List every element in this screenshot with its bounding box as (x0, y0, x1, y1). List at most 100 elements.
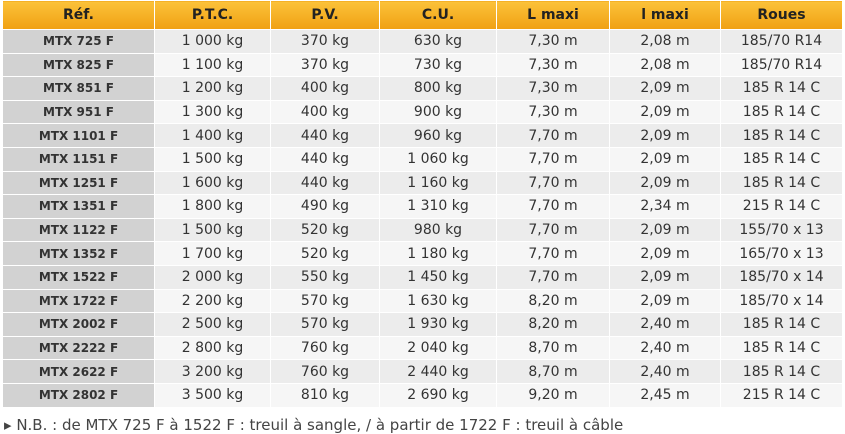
table-cell: 8,20 m (496, 288, 610, 314)
footnote-text: N.B. : de MTX 725 F à 1522 F : treuil à … (16, 416, 624, 434)
table-cell: 1 000 kg (154, 29, 271, 54)
table-cell: 7,30 m (496, 99, 610, 125)
ref-cell: MTX 1522 F (2, 264, 155, 290)
table-cell: 7,30 m (496, 29, 610, 54)
table-cell: 7,30 m (496, 76, 610, 101)
ref-cell: MTX 851 F (2, 76, 155, 101)
table-cell: 1 630 kg (379, 288, 497, 314)
table-cell: 1 300 kg (154, 99, 271, 125)
table-cell: 570 kg (270, 288, 380, 314)
table-cell: 760 kg (270, 359, 380, 384)
table-cell: 370 kg (270, 52, 380, 78)
header-cell: P.V. (270, 0, 380, 30)
table-cell: 185/70 R14 (720, 52, 843, 78)
table-cell: 800 kg (379, 76, 497, 101)
table-cell: 2,08 m (609, 52, 721, 78)
table-cell: 215 R 14 C (720, 382, 843, 408)
table-cell: 1 200 kg (154, 76, 271, 101)
table-cell: 1 160 kg (379, 170, 497, 196)
table-cell: 2,09 m (609, 217, 721, 243)
table-cell: 1 700 kg (154, 241, 271, 266)
table-cell: 185/70 x 14 (720, 288, 843, 314)
table-cell: 630 kg (379, 29, 497, 54)
table-cell: 2,09 m (609, 288, 721, 314)
header-cell: P.T.C. (154, 0, 271, 30)
table-cell: 370 kg (270, 29, 380, 54)
table-cell: 1 930 kg (379, 312, 497, 337)
table-cell: 1 060 kg (379, 146, 497, 172)
table-cell: 2,40 m (609, 312, 721, 337)
table-cell: 1 310 kg (379, 194, 497, 219)
table-cell: 215 R 14 C (720, 194, 843, 219)
table-cell: 2,34 m (609, 194, 721, 219)
table-cell: 520 kg (270, 241, 380, 266)
table-cell: 2,09 m (609, 76, 721, 101)
table-cell: 8,20 m (496, 312, 610, 337)
table-cell: 490 kg (270, 194, 380, 219)
ref-cell: MTX 825 F (2, 52, 155, 78)
header-cell: C.U. (379, 0, 497, 30)
table-cell: 185 R 14 C (720, 123, 843, 148)
table-cell: 185/70 x 14 (720, 264, 843, 290)
table-cell: 155/70 x 13 (720, 217, 843, 243)
ref-cell: MTX 2002 F (2, 312, 155, 337)
ref-cell: MTX 1352 F (2, 241, 155, 266)
header-cell: l maxi (609, 0, 721, 30)
table-cell: 7,30 m (496, 52, 610, 78)
ref-cell: MTX 2802 F (2, 382, 155, 408)
table-cell: 2 690 kg (379, 382, 497, 408)
ref-cell: MTX 1351 F (2, 194, 155, 219)
table-cell: 7,70 m (496, 264, 610, 290)
table-cell: 2 200 kg (154, 288, 271, 314)
table-cell: 900 kg (379, 99, 497, 125)
table-cell: 2,08 m (609, 29, 721, 54)
table-cell: 185 R 14 C (720, 312, 843, 337)
footnote: ▸ N.B. : de MTX 725 F à 1522 F : treuil … (4, 416, 624, 434)
table-cell: 7,70 m (496, 146, 610, 172)
table-cell: 2 800 kg (154, 335, 271, 361)
ref-cell: MTX 2622 F (2, 359, 155, 384)
table-cell: 2,09 m (609, 146, 721, 172)
ref-cell: MTX 1101 F (2, 123, 155, 148)
ref-cell: MTX 725 F (2, 29, 155, 54)
table-cell: 1 500 kg (154, 146, 271, 172)
table-cell: 980 kg (379, 217, 497, 243)
table-cell: 185 R 14 C (720, 170, 843, 196)
table-cell: 8,70 m (496, 359, 610, 384)
table-cell: 440 kg (270, 146, 380, 172)
table-cell: 185 R 14 C (720, 146, 843, 172)
table-cell: 2 440 kg (379, 359, 497, 384)
table-cell: 2 500 kg (154, 312, 271, 337)
table-cell: 1 400 kg (154, 123, 271, 148)
table-cell: 2,09 m (609, 241, 721, 266)
spec-table: Réf. P.T.C. P.V. C.U. L maxi l maxi Roues MTX … (2, 0, 843, 408)
table-cell: 400 kg (270, 76, 380, 101)
ref-cell: MTX 1122 F (2, 217, 155, 243)
table-cell: 185 R 14 C (720, 335, 843, 361)
table-cell: 1 500 kg (154, 217, 271, 243)
header-cell: Roues (720, 0, 843, 30)
table-cell: 7,70 m (496, 241, 610, 266)
header-cell: Réf. (2, 0, 155, 30)
table-cell: 3 500 kg (154, 382, 271, 408)
table-cell: 185 R 14 C (720, 359, 843, 384)
table-cell: 9,20 m (496, 382, 610, 408)
table-cell: 400 kg (270, 99, 380, 125)
table-cell: 1 450 kg (379, 264, 497, 290)
table-cell: 2,40 m (609, 359, 721, 384)
table-cell: 185/70 R14 (720, 29, 843, 54)
table-cell: 440 kg (270, 170, 380, 196)
ref-cell: MTX 1251 F (2, 170, 155, 196)
table-cell: 7,70 m (496, 170, 610, 196)
